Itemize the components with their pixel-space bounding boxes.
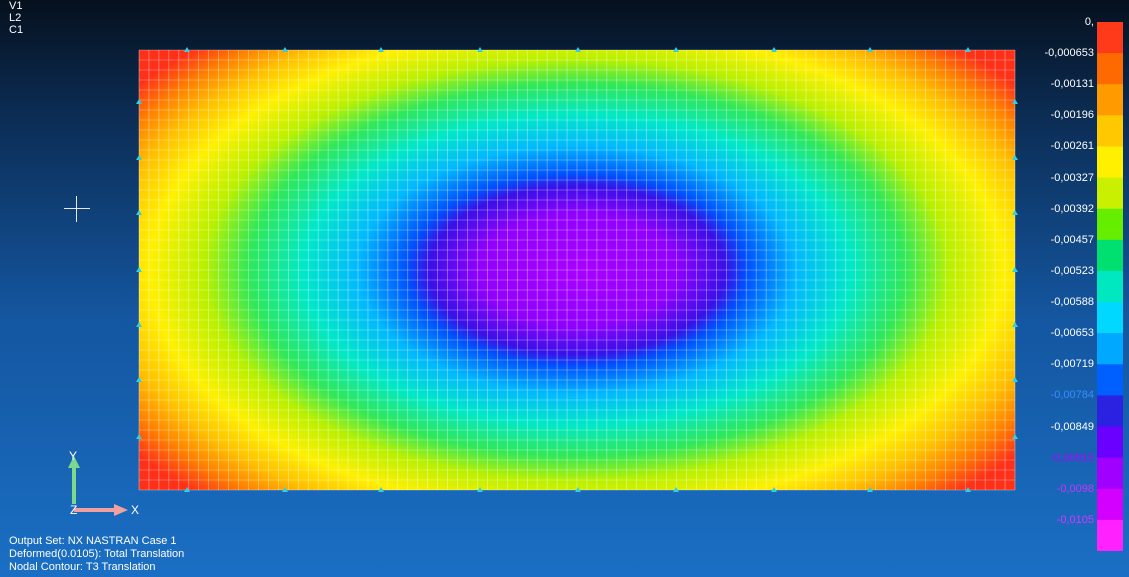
output-info: Output Set: NX NASTRAN Case 1 Deformed(0… <box>9 535 184 574</box>
constraint-marker-icon <box>477 487 483 492</box>
constraint-marker-icon <box>1012 377 1018 382</box>
legend-value-label: -0,00327 <box>1050 171 1094 184</box>
constraint-marker-icon <box>1012 210 1018 215</box>
constraint-marker-icon <box>136 267 142 272</box>
view-labels: V1 L2 C1 <box>9 0 23 36</box>
legend-band <box>1097 488 1123 521</box>
legend-value-label: -0,00653 <box>1050 327 1094 340</box>
constraint-marker-icon <box>184 47 190 52</box>
legend-band <box>1097 84 1123 116</box>
legend-band <box>1097 208 1123 241</box>
legend-value-label: -0,00392 <box>1050 202 1094 215</box>
legend-band <box>1097 333 1123 365</box>
legend-band <box>1097 519 1123 551</box>
constraint-marker-icon <box>673 487 679 492</box>
axis-triad: Y Z X <box>68 449 139 517</box>
constraint-marker-icon <box>673 47 679 52</box>
legend-band <box>1097 270 1123 303</box>
constraint-marker-icon <box>575 47 581 52</box>
constraint-marker-icon <box>136 210 142 215</box>
legend-value-label: -0,0098 <box>1056 482 1094 495</box>
legend-value-label: -0,00261 <box>1050 140 1094 153</box>
constraint-marker-icon <box>575 487 581 492</box>
contour-legend-labels: 0, -0,000653 -0,00131 -0,00196 -0,00261 -0,00… <box>1010 0 1094 577</box>
legend-value-label: -0,00915 <box>1050 451 1094 464</box>
constraint-marker-icon <box>1012 99 1018 104</box>
constraint-marker-icon <box>184 487 190 492</box>
legend-value-label: -0,00588 <box>1050 296 1094 309</box>
legend-value-label: -0,00457 <box>1050 233 1094 246</box>
constraint-marker-icon <box>1012 267 1018 272</box>
constraint-markers <box>136 47 1018 492</box>
legend-value-label: -0,0105 <box>1056 513 1094 526</box>
legend-band <box>1097 302 1123 334</box>
constraint-marker-icon <box>1012 434 1018 439</box>
legend-value-label: -0,00784 <box>1050 389 1094 402</box>
legend-band <box>1097 115 1123 147</box>
legend-value-label: -0,00849 <box>1050 420 1094 433</box>
constraint-marker-icon <box>1012 322 1018 327</box>
contour-legend-bar[interactable] <box>1097 22 1123 551</box>
view-label-view: V1 <box>9 0 23 12</box>
constraint-marker-icon <box>477 47 483 52</box>
legend-value-label: -0,00719 <box>1050 358 1094 371</box>
legend-band <box>1097 457 1123 490</box>
y-axis-arrowhead-icon <box>68 456 80 468</box>
legend-band <box>1097 177 1123 210</box>
output-set-text: Output Set: NX NASTRAN Case 1 <box>9 535 177 547</box>
nodal-contour-text: Nodal Contour: T3 Translation <box>9 561 156 573</box>
legend-band <box>1097 146 1123 179</box>
constraint-marker-icon <box>378 47 384 52</box>
constraint-marker-icon <box>771 47 777 52</box>
legend-band <box>1097 239 1123 272</box>
view-label-load: L2 <box>9 12 22 24</box>
deformed-text: Deformed(0.0105): Total Translation <box>9 548 185 560</box>
legend-value-label: -0,00131 <box>1050 78 1094 91</box>
constraint-marker-icon <box>136 99 142 104</box>
constraint-marker-icon <box>1012 155 1018 160</box>
constraint-marker-icon <box>136 434 142 439</box>
legend-value-label: 0, <box>1084 16 1094 28</box>
legend-value-label: -0,000653 <box>1044 47 1094 60</box>
constraint-marker-icon <box>136 322 142 327</box>
constraint-marker-icon <box>136 377 142 382</box>
triad-y-label: Y <box>69 449 77 463</box>
legend-band <box>1097 53 1123 85</box>
triad-x-label: X <box>131 503 139 517</box>
legend-band <box>1097 426 1123 459</box>
constraint-marker-icon <box>965 47 971 52</box>
legend-value-label: -0,00196 <box>1050 109 1094 122</box>
constraint-marker-icon <box>867 487 873 492</box>
legend-value-label: -0,00523 <box>1050 264 1094 277</box>
constraint-marker-icon <box>282 47 288 52</box>
constraint-marker-icon <box>867 47 873 52</box>
constraint-marker-icon <box>378 487 384 492</box>
constraint-marker-icon <box>136 155 142 160</box>
x-axis-arrowhead-icon <box>114 504 128 516</box>
legend-band <box>1097 364 1123 396</box>
constraint-marker-icon <box>771 487 777 492</box>
legend-band <box>1097 22 1123 54</box>
view-label-constraint: C1 <box>9 24 24 36</box>
constraint-marker-icon <box>282 487 288 492</box>
legend-band <box>1097 395 1123 428</box>
constraint-marker-icon <box>965 487 971 492</box>
crosshair-cursor-icon <box>64 196 90 222</box>
triad-z-label: Z <box>70 503 77 517</box>
